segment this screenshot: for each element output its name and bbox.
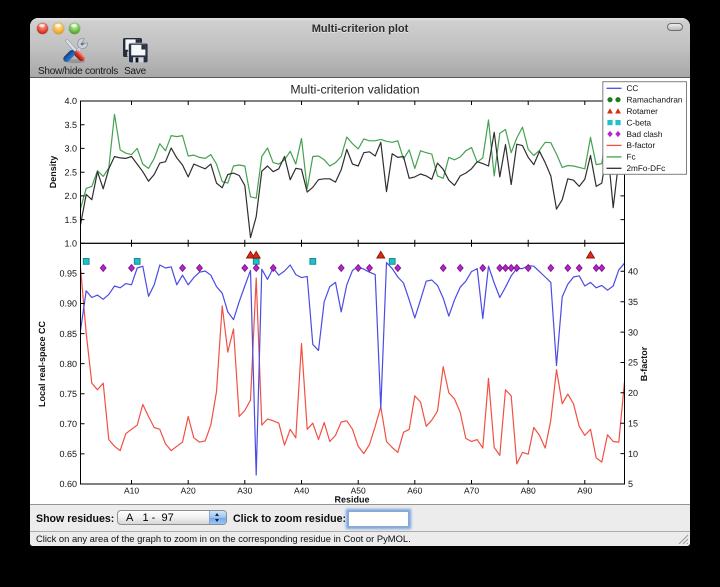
svg-text:B-factor: B-factor xyxy=(627,141,656,150)
svg-text:0.85: 0.85 xyxy=(59,329,77,339)
svg-text:CC: CC xyxy=(627,84,639,93)
svg-text:Rotamer: Rotamer xyxy=(627,107,659,116)
svg-text:0.75: 0.75 xyxy=(59,389,77,399)
svg-text:20: 20 xyxy=(628,388,638,398)
svg-text:B-factor: B-factor xyxy=(639,346,649,381)
svg-text:Density: Density xyxy=(48,156,58,189)
svg-text:A30: A30 xyxy=(237,486,252,496)
svg-text:2.0: 2.0 xyxy=(64,191,77,201)
svg-text:30: 30 xyxy=(628,327,638,337)
svg-text:2mFo-DFc: 2mFo-DFc xyxy=(627,164,666,173)
svg-text:10: 10 xyxy=(628,449,638,459)
svg-text:A10: A10 xyxy=(124,486,139,496)
svg-text:5: 5 xyxy=(628,479,633,489)
svg-text:0.90: 0.90 xyxy=(59,299,77,309)
svg-text:35: 35 xyxy=(628,297,638,307)
svg-text:Multi-criterion validation: Multi-criterion validation xyxy=(290,83,419,97)
svg-text:A40: A40 xyxy=(294,486,309,496)
svg-text:2.5: 2.5 xyxy=(64,167,77,177)
svg-text:Ramachandran: Ramachandran xyxy=(627,96,683,105)
svg-text:1.0: 1.0 xyxy=(64,239,77,249)
svg-text:3.0: 3.0 xyxy=(64,144,77,154)
svg-text:15: 15 xyxy=(628,418,638,428)
svg-text:A50: A50 xyxy=(351,486,366,496)
svg-text:0.65: 0.65 xyxy=(59,449,77,459)
svg-text:1.5: 1.5 xyxy=(64,215,77,225)
svg-text:A70: A70 xyxy=(464,486,479,496)
svg-text:Bad clash: Bad clash xyxy=(627,130,663,139)
svg-text:A80: A80 xyxy=(521,486,536,496)
svg-text:25: 25 xyxy=(628,358,638,368)
svg-text:0.95: 0.95 xyxy=(59,269,77,279)
svg-text:3.5: 3.5 xyxy=(64,120,77,130)
svg-text:0.60: 0.60 xyxy=(59,479,77,489)
svg-text:A60: A60 xyxy=(407,486,422,496)
svg-text:Local real-space CC: Local real-space CC xyxy=(37,320,47,407)
svg-text:C-beta: C-beta xyxy=(627,118,652,127)
svg-text:Fc: Fc xyxy=(627,153,636,162)
svg-text:0.70: 0.70 xyxy=(59,419,77,429)
svg-text:A20: A20 xyxy=(181,486,196,496)
svg-text:0.80: 0.80 xyxy=(59,359,77,369)
svg-text:A90: A90 xyxy=(577,486,592,496)
svg-text:Residue: Residue xyxy=(334,495,369,505)
svg-text:4.0: 4.0 xyxy=(64,96,77,106)
svg-text:40: 40 xyxy=(628,267,638,277)
